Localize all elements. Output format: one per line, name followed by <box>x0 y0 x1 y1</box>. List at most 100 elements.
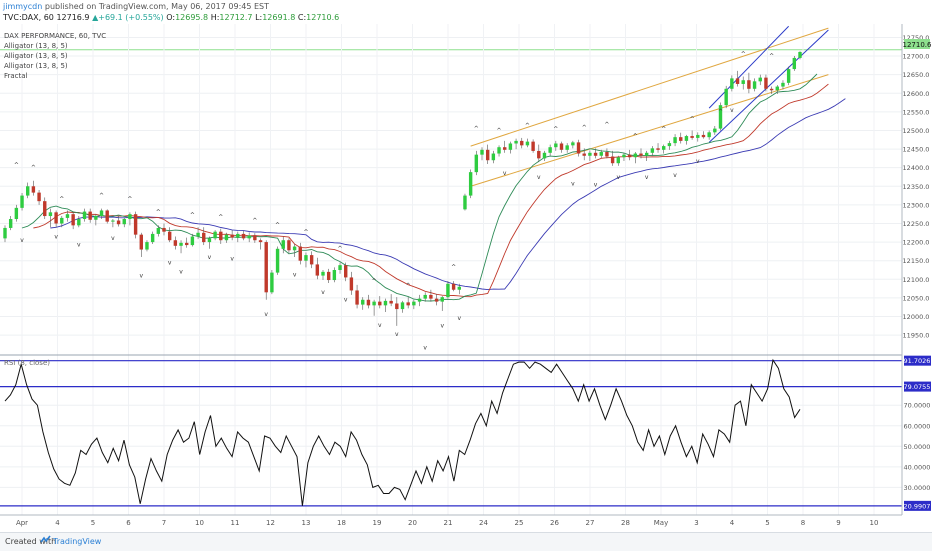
fractal-up-marker: ^ <box>769 53 774 60</box>
change-value: +69.1 (+0.55%) <box>98 13 164 22</box>
candle-body <box>724 88 728 106</box>
fractal-legend[interactable]: Fractal <box>4 72 28 80</box>
candle-body <box>326 271 331 281</box>
candle-body <box>389 300 393 304</box>
candle-body <box>258 240 263 243</box>
candle <box>491 150 496 164</box>
close-label: C: <box>297 13 307 22</box>
y-axis-rsi-labels: 91.7026 79.0755 70.0000 60.0000 50.0000 40.00… <box>904 355 931 511</box>
x-tick-label: 4 <box>730 519 735 527</box>
candle-body <box>332 270 337 281</box>
candle <box>531 139 535 153</box>
y-tick-label: 12150.0 <box>903 257 930 265</box>
candle-body <box>474 154 479 173</box>
y-tick-label: 12050.0 <box>903 294 930 302</box>
candle-body <box>627 154 632 158</box>
fractal-up-marker: ^ <box>661 126 666 133</box>
candle <box>764 74 768 92</box>
candle-body <box>656 148 660 150</box>
candle <box>230 230 234 241</box>
rsi-band-badge <box>904 355 931 366</box>
candle-body <box>400 302 405 310</box>
candle <box>679 132 683 144</box>
y-tick-label: 12500.0 <box>903 127 930 135</box>
fractal-up-marker: ^ <box>406 282 411 289</box>
candle <box>798 51 802 60</box>
fractal-up-marker: ^ <box>604 122 609 129</box>
candle-body <box>281 240 285 249</box>
candle <box>292 243 297 257</box>
x-tick-label: 19 <box>373 519 382 527</box>
alligator-legend-2[interactable]: Alligator (13, 8, 5) <box>4 52 68 60</box>
high-value: 12712.7 <box>219 13 253 22</box>
candle <box>741 76 745 90</box>
author-link[interactable]: jimmycdn <box>3 2 43 11</box>
candle-body <box>417 298 422 302</box>
candle-body <box>378 301 382 306</box>
x-tick-label: 3 <box>694 519 698 527</box>
candle <box>525 138 530 148</box>
x-tick-label: 6 <box>126 519 131 527</box>
candle-body <box>71 214 75 226</box>
candle <box>707 130 711 140</box>
candle-body <box>554 143 558 148</box>
candle-body <box>60 217 64 224</box>
candle <box>224 232 229 243</box>
candle <box>520 137 524 149</box>
candle-body <box>270 272 274 293</box>
indicator-title[interactable]: DAX PERFORMANCE, 60, TVC <box>4 32 107 40</box>
candle-body <box>798 51 802 58</box>
candle <box>349 271 354 295</box>
candle <box>88 208 92 223</box>
candle <box>378 296 382 309</box>
x-tick-label: 27 <box>586 519 595 527</box>
candle <box>20 192 24 211</box>
rsi-legend[interactable]: RSI (8, close) <box>4 359 50 367</box>
candle-body <box>361 299 365 305</box>
tradingview-brand[interactable]: TradingView <box>53 537 102 546</box>
x-tick-label: May <box>654 519 668 527</box>
candle-body <box>48 212 53 217</box>
trend-upper-line <box>708 25 790 109</box>
candle-body <box>423 294 427 299</box>
candle <box>196 227 200 240</box>
candle <box>48 208 53 228</box>
candle <box>207 236 212 249</box>
candle <box>395 297 399 326</box>
candle <box>451 281 456 292</box>
candle-body <box>503 147 507 150</box>
candle <box>730 75 734 92</box>
candle <box>468 169 473 199</box>
fractal-up-marker: ^ <box>14 162 19 169</box>
candle <box>338 262 342 274</box>
candle-body <box>202 232 206 243</box>
candle <box>662 144 666 154</box>
candle <box>781 80 785 90</box>
candle <box>588 150 592 161</box>
candle-body <box>88 211 92 220</box>
candle-body <box>650 148 655 153</box>
low-label: L: <box>255 13 263 22</box>
candle-body <box>247 235 251 239</box>
candle <box>485 144 490 164</box>
x-tick-label: 25 <box>515 519 524 527</box>
candle <box>287 238 291 254</box>
fractal-down-marker: v <box>696 158 700 165</box>
alligator-legend-3[interactable]: Alligator (13, 8, 5) <box>4 62 68 70</box>
alligator-legend-1[interactable]: Alligator (13, 8, 5) <box>4 42 68 50</box>
fractal-down-marker: v <box>344 297 348 304</box>
candles <box>3 51 802 326</box>
candle <box>724 85 728 109</box>
candle-body <box>116 220 121 225</box>
candle-body <box>3 227 7 239</box>
candle-body <box>713 128 717 133</box>
up-triangle-icon: ▲ <box>92 13 99 22</box>
candle-body <box>559 143 564 150</box>
fractal-down-marker: v <box>77 242 81 249</box>
trend-channels <box>470 25 829 187</box>
candle <box>650 146 655 156</box>
candle <box>440 296 444 311</box>
candle-body <box>679 137 683 141</box>
candle-body <box>292 246 297 251</box>
fractal-up-marker: ^ <box>582 125 587 132</box>
